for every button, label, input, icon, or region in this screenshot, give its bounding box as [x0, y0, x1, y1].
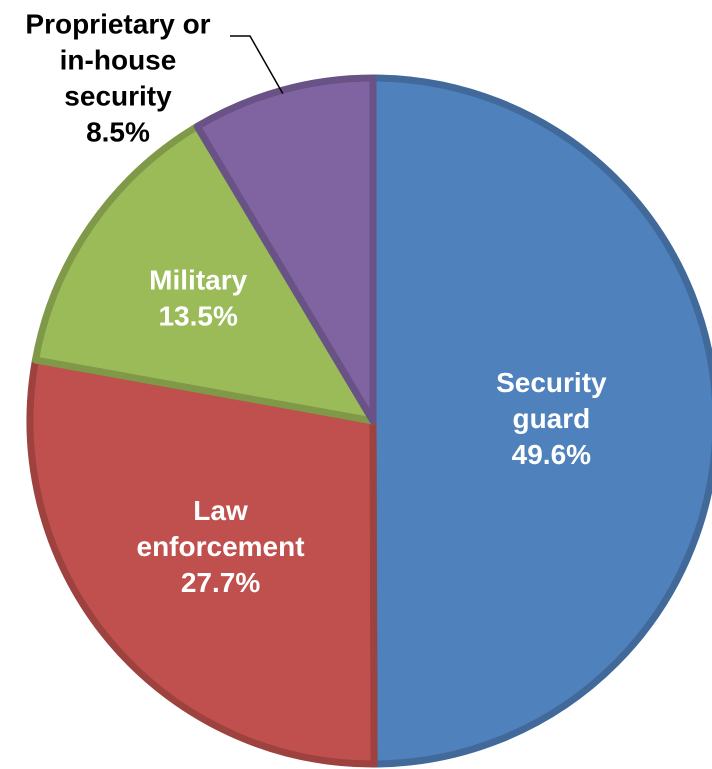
slice-name-label: guard	[512, 403, 590, 434]
slice-label-law-enforcement: Law enforcement 27.7%	[137, 495, 305, 598]
pie-slice-law-enforcement	[26, 356, 378, 768]
pie-slice-military	[31, 122, 377, 425]
slice-labels: Security guard 49.6% Law enforcement 27.7% Mil…	[25, 8, 607, 598]
pie-slices	[26, 74, 712, 768]
slice-name-label: Security	[496, 367, 607, 398]
slice-name-label: Law	[193, 495, 248, 526]
slice-value-label: 13.5%	[158, 300, 237, 331]
slice-label-proprietary-or-in-house-security: Proprietary or in-house security 8.5%	[25, 8, 210, 147]
pie-slice-proprietary-or-in-house-security	[193, 74, 377, 425]
slice-label-security-guard: Security guard 49.6%	[496, 367, 607, 470]
slice-value-label: 8.5%	[86, 116, 150, 147]
slice-value-label: 27.7%	[181, 567, 260, 598]
slice-name-label: Military	[149, 264, 247, 295]
slice-label-military: Military 13.5%	[149, 264, 247, 331]
slice-name-label: security	[64, 80, 172, 111]
slice-value-label: 49.6%	[512, 439, 591, 470]
leader-line-proprietary-or-in-house-security	[230, 35, 284, 94]
leader-lines	[230, 35, 284, 94]
slice-name-label: in-house	[60, 44, 177, 75]
pie-slice-security-guard	[369, 74, 712, 768]
slice-name-label: enforcement	[137, 531, 305, 562]
slice-name-label: Proprietary or	[25, 8, 210, 39]
